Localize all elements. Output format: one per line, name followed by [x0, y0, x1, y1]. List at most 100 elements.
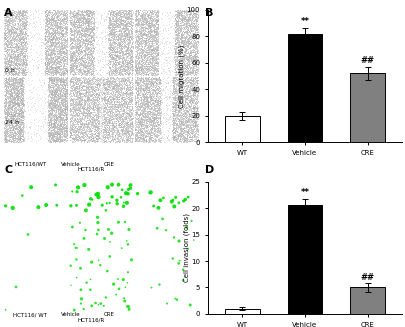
Point [190, 52, 197, 58]
Point [133, 61, 140, 67]
Point [12, 126, 18, 131]
Point [111, 9, 118, 14]
Point [176, 87, 182, 92]
Point [183, 37, 190, 43]
Point [48, 100, 55, 106]
Point [193, 116, 199, 122]
Point [59, 123, 66, 129]
Point [181, 38, 188, 43]
Point [61, 42, 67, 47]
Point [59, 99, 66, 105]
Point [145, 38, 151, 43]
Point [154, 67, 160, 73]
Point [107, 19, 113, 24]
Point [105, 7, 111, 12]
Point [44, 52, 51, 57]
Point [56, 111, 62, 116]
Point [188, 86, 194, 91]
Point [118, 117, 125, 122]
Point [20, 57, 27, 62]
Point [45, 139, 52, 144]
Point [8, 89, 14, 94]
Point [117, 66, 124, 71]
Point [62, 69, 68, 74]
Point [181, 13, 188, 18]
Point [15, 103, 21, 108]
Point [3, 46, 10, 51]
Point [74, 59, 80, 64]
Point [159, 11, 165, 16]
Point [83, 48, 90, 53]
Point [13, 94, 19, 99]
Point [108, 121, 114, 126]
Point [136, 51, 142, 57]
Point [111, 56, 117, 61]
Point [121, 91, 128, 96]
Point [15, 131, 21, 136]
Point [46, 61, 53, 66]
Point [128, 81, 134, 87]
Point [76, 59, 83, 64]
Point [135, 134, 142, 139]
Point [57, 23, 63, 28]
Point [75, 90, 82, 95]
Point [142, 39, 148, 44]
Point [127, 26, 133, 31]
Point [57, 57, 63, 62]
Point [20, 72, 26, 77]
Point [7, 32, 13, 37]
Point [126, 88, 132, 93]
Point [17, 29, 23, 34]
Point [147, 129, 153, 134]
Point [120, 127, 127, 132]
Point [115, 100, 121, 105]
Point [151, 112, 157, 117]
Point [19, 39, 26, 44]
Point [75, 108, 81, 113]
Point [39, 53, 45, 58]
Point [172, 86, 178, 91]
Point [59, 33, 65, 39]
Point [45, 43, 52, 48]
Point [53, 138, 59, 143]
Point [155, 102, 162, 107]
Point [173, 122, 180, 127]
Point [110, 25, 116, 30]
Point [154, 23, 161, 28]
Point [179, 55, 185, 60]
Point [9, 106, 15, 111]
Point [79, 71, 85, 76]
Point [17, 38, 23, 43]
Point [1, 13, 8, 18]
Point [175, 110, 181, 115]
Point [15, 64, 22, 70]
Point [104, 81, 111, 86]
Point [86, 127, 92, 132]
Point [180, 8, 186, 13]
Point [154, 125, 161, 130]
Point [51, 30, 57, 35]
Point [176, 102, 183, 108]
Point [115, 88, 122, 94]
Point [122, 44, 129, 49]
Point [147, 38, 153, 43]
Point [58, 38, 65, 43]
Point [54, 56, 60, 61]
Point [54, 66, 60, 71]
Point [73, 24, 80, 29]
Point [43, 21, 50, 26]
Point [144, 88, 151, 93]
Point [140, 27, 146, 32]
Point [172, 127, 179, 132]
Point [143, 138, 149, 144]
Point [191, 61, 198, 66]
Point [112, 120, 119, 125]
Point [54, 127, 61, 132]
Point [114, 138, 120, 144]
Point [138, 129, 145, 134]
Point [58, 112, 64, 118]
Point [134, 67, 141, 73]
Point [67, 38, 73, 43]
Point [3, 68, 10, 73]
Point [180, 51, 186, 57]
